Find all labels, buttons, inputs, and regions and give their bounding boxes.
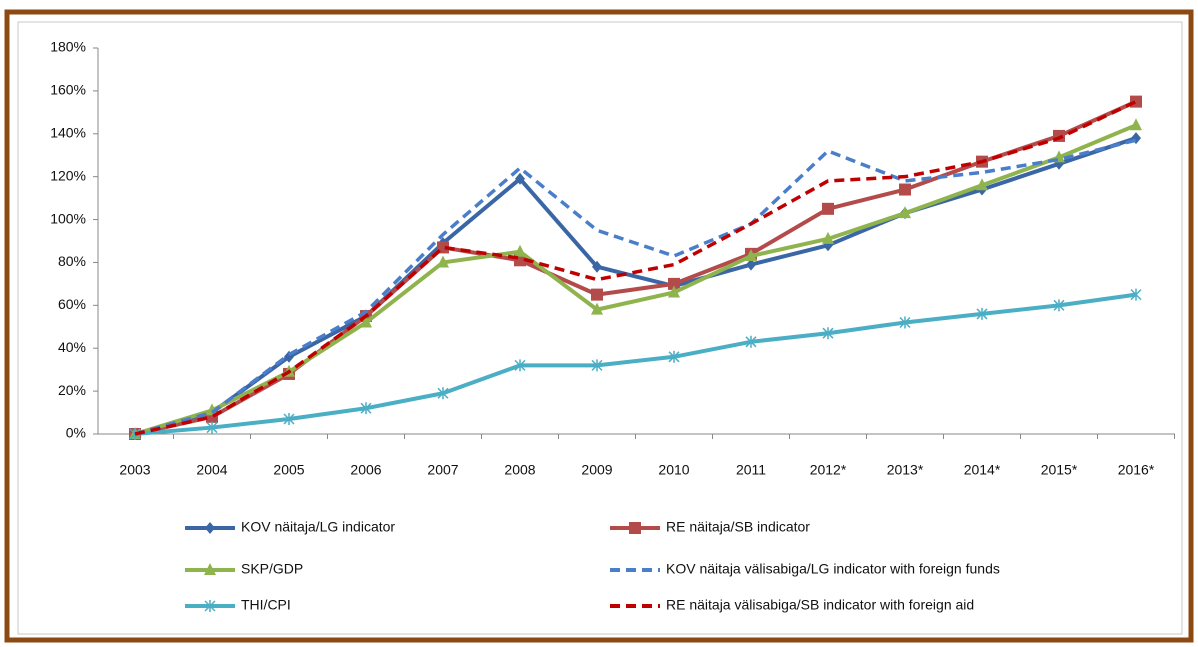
marker	[976, 178, 988, 191]
y-tick-label: 140%	[50, 124, 86, 140]
x-tick-label: 2008	[504, 462, 535, 478]
y-tick-label: 20%	[58, 382, 86, 398]
series-line	[134, 292, 1137, 436]
marker	[822, 327, 834, 340]
marker	[206, 421, 218, 434]
y-tick-label: 120%	[50, 167, 86, 183]
y-tick-label: 40%	[58, 339, 86, 355]
marker	[204, 563, 216, 575]
marker	[1053, 299, 1065, 312]
legend-label: THI/CPI	[241, 597, 291, 613]
marker	[745, 249, 757, 262]
marker	[746, 258, 756, 271]
marker	[668, 277, 680, 290]
x-tick-label: 2006	[350, 462, 381, 478]
marker	[514, 244, 526, 257]
series-line	[134, 138, 1137, 436]
marker	[437, 241, 449, 254]
y-tick-label: 80%	[58, 253, 86, 269]
marker	[437, 255, 449, 268]
x-tick-label: 2007	[427, 462, 458, 478]
marker	[899, 206, 911, 219]
frame	[4, 9, 1194, 643]
y-tick-label: 180%	[50, 39, 86, 55]
legend-label: KOV näitaja/LG indicator	[241, 519, 395, 535]
x-tick-label: 2016*	[1118, 462, 1155, 478]
legend-label: KOV näitaja välisabiga/LG indicator with…	[666, 561, 1000, 577]
marker	[899, 183, 911, 196]
marker	[629, 522, 641, 534]
x-tick-label: 2012*	[810, 462, 847, 478]
x-tick-label: 2004	[196, 462, 227, 478]
marker	[668, 350, 680, 363]
marker	[591, 288, 603, 301]
x-tick-label: 2015*	[1041, 462, 1078, 478]
marker	[668, 285, 680, 298]
marker	[360, 402, 372, 415]
x-tick-label: 2003	[119, 462, 150, 478]
marker	[1130, 288, 1142, 301]
marker	[205, 522, 215, 534]
x-tick-label: 2009	[581, 462, 612, 478]
marker	[899, 316, 911, 329]
marker	[204, 600, 216, 612]
series-line	[134, 100, 1137, 436]
x-tick-label: 2005	[273, 462, 304, 478]
marker	[515, 172, 525, 185]
marker	[822, 231, 834, 244]
marker	[360, 315, 372, 328]
marker	[514, 254, 526, 267]
x-tick-label: 2011	[736, 462, 766, 478]
legend-label: SKP/GDP	[241, 561, 303, 577]
legend-label: RE näitaja/SB indicator	[666, 519, 810, 535]
marker	[514, 359, 526, 372]
marker	[1130, 95, 1142, 108]
marker	[283, 412, 295, 425]
y-tick-label: 0%	[66, 425, 86, 441]
x-tick-label: 2010	[658, 462, 689, 478]
marker	[437, 387, 449, 400]
marker	[745, 335, 757, 348]
marker	[591, 359, 603, 372]
marker	[592, 260, 602, 273]
x-tick-label: 2014*	[964, 462, 1001, 478]
plot-frame	[17, 21, 1183, 635]
marker	[1130, 118, 1142, 131]
y-tick-label: 100%	[50, 210, 86, 226]
marker	[591, 302, 603, 315]
x-tick-label: 2013*	[887, 462, 924, 478]
legend-label: RE näitaja välisabiga/SB indicator with …	[666, 597, 974, 613]
marker	[976, 307, 988, 320]
series-line	[134, 136, 1137, 436]
marker	[822, 202, 834, 215]
y-tick-label: 160%	[50, 82, 86, 98]
y-tick-label: 60%	[58, 296, 86, 312]
